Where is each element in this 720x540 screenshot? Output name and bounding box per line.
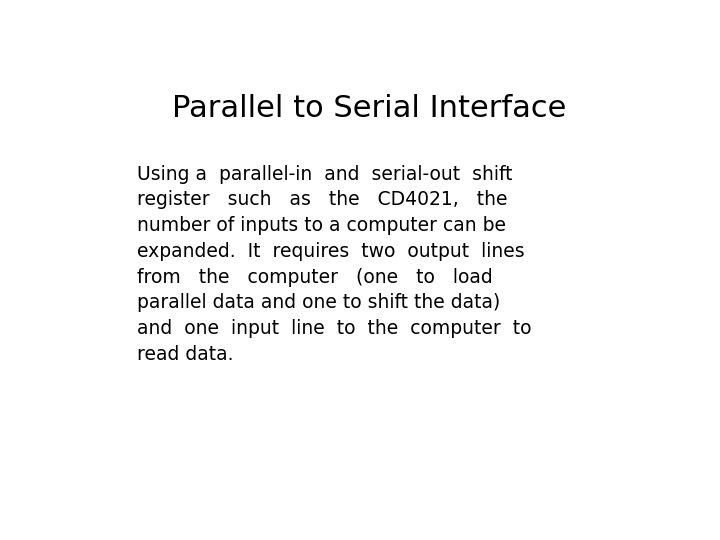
Text: parallel data and one to shift the data): parallel data and one to shift the data) [138,294,500,313]
Text: register   such   as   the   CD4021,   the: register such as the CD4021, the [138,191,508,210]
Text: Using a  parallel-in  and  serial-out  shift: Using a parallel-in and serial-out shift [138,165,513,184]
Text: expanded.  It  requires  two  output  lines: expanded. It requires two output lines [138,242,525,261]
Text: number of inputs to a computer can be: number of inputs to a computer can be [138,216,506,235]
Text: read data.: read data. [138,345,234,364]
Text: and  one  input  line  to  the  computer  to: and one input line to the computer to [138,319,532,338]
Text: from   the   computer   (one   to   load: from the computer (one to load [138,268,493,287]
Text: Parallel to Serial Interface: Parallel to Serial Interface [172,94,566,123]
